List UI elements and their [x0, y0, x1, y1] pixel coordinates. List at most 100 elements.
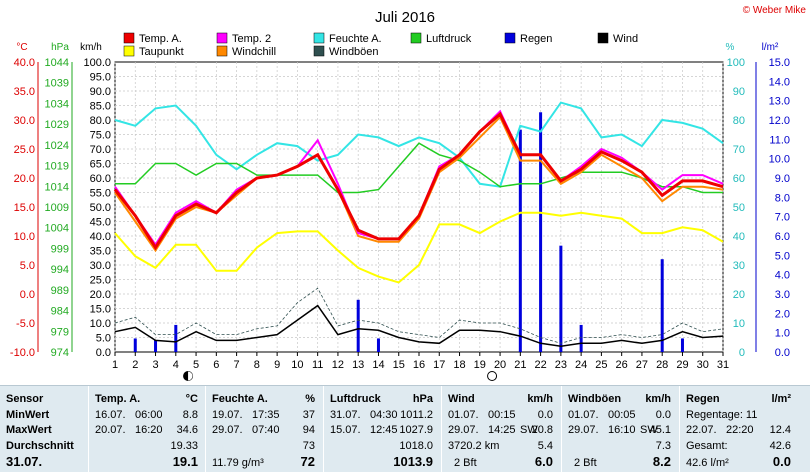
wind-max-value: 20.8 [531, 424, 553, 436]
tick-label: 8.0 [775, 192, 790, 204]
x-tick-label: 29 [676, 359, 688, 371]
tick-label: 979 [51, 326, 69, 338]
humidity-min-time: 17:35 [252, 409, 280, 421]
pressure-min-value: 1011.2 [400, 409, 433, 421]
gusts-min-date: 01.07. [568, 409, 599, 421]
stats-wind-column: Wind km/h 01.07. 00:15 0.0 29.07. 14:25 … [441, 386, 559, 472]
tick-label: 1044 [45, 57, 69, 69]
tick-label: 6.0 [775, 231, 790, 243]
x-tick-label: 27 [636, 359, 648, 371]
tick-label: 0.0 [20, 289, 35, 301]
gusts-max-direction: SW [640, 424, 658, 436]
rain-max-time: 22:20 [726, 424, 754, 436]
wind-min-date: 01.07. [448, 409, 479, 421]
gusts-max-value: 45.1 [649, 424, 671, 436]
tick-label: 13.0 [769, 96, 790, 108]
tick-label: 25.0 [90, 275, 111, 287]
tick-label: 80.0 [90, 115, 111, 127]
x-tick-label: 14 [372, 359, 384, 371]
tick-label: 40.0 [14, 57, 35, 69]
tick-label: 5.0 [96, 333, 111, 345]
weather-chart: Juli 2016 © Weber Mike Temp. A. Temp. 2 Fe… [9, 5, 807, 381]
humidity-avg-value: 73 [302, 440, 315, 452]
stats-pressure-column: Luftdruck hPa 31.07. 04:30 1011.2 15.07.… [323, 386, 439, 472]
series-line [115, 142, 723, 194]
date-label: 31.07. [6, 454, 43, 469]
x-tick-label: 30 [697, 359, 709, 371]
pressure-title: Luftdruck [330, 393, 381, 405]
tick-label: 984 [51, 306, 69, 318]
axes: 40.0 35.0 30.0 25.0 20.0 15.0 10.0 5.0 0.0 -5.0 -1… [10, 57, 790, 359]
legend-label: Taupunkt [139, 46, 184, 58]
tick-label: 5.0 [20, 260, 35, 272]
tick-label: 1014 [45, 181, 69, 193]
humidity-current-value: 72 [300, 454, 315, 469]
rain-bars [133, 112, 684, 353]
gusts-max-date: 29.07. [568, 424, 599, 436]
temp-current-value: 19.1 [172, 454, 198, 469]
x-tick-label: 25 [595, 359, 607, 371]
pressure-unit-label: hPa [51, 42, 69, 53]
statistics-panel: Sensor MinWert MaxWert Durchschnitt 31.0… [0, 385, 810, 472]
tick-label: 10.0 [14, 231, 35, 243]
chart-title: Juli 2016 [375, 9, 435, 26]
x-tick-label: 3 [152, 359, 158, 371]
tick-label: 100 [727, 57, 745, 69]
tick-label: 999 [51, 243, 69, 255]
rain-unit-label: l/m² [762, 42, 779, 53]
tick-label: 50.0 [90, 202, 111, 214]
series-lines [113, 101, 724, 347]
legend-swatch [216, 32, 228, 44]
tick-label: 989 [51, 285, 69, 297]
wind-distance: 3720.2 km [448, 440, 500, 452]
x-tick-label: 6 [213, 359, 219, 371]
tick-label: 30.0 [14, 115, 35, 127]
x-tick-label: 22 [534, 359, 546, 371]
rain-bar [133, 338, 137, 352]
tick-label: 70 [733, 144, 745, 156]
rain-total-label: Gesamt: [686, 440, 728, 452]
x-tick-label: 4 [173, 359, 179, 371]
tick-label: 7.0 [775, 212, 790, 224]
tick-label: 40.0 [90, 231, 111, 243]
x-tick-label: 31 [717, 359, 729, 371]
x-tick-label: 12 [332, 359, 344, 371]
tick-label: 45.0 [90, 217, 111, 229]
x-tick-label: 7 [234, 359, 240, 371]
temp-max-date: 20.07. [95, 424, 126, 436]
tick-label: 90 [733, 86, 745, 98]
rain-current-value: 0.0 [772, 454, 791, 469]
tick-label: 20.0 [14, 173, 35, 185]
tick-label: 75.0 [90, 130, 111, 142]
rain-bar [559, 245, 563, 352]
legend-label: Temp. 2 [232, 33, 271, 45]
humidity-unit: % [305, 393, 315, 405]
tick-label: 10 [733, 318, 745, 330]
wind-beaufort: 2 Bft [454, 457, 477, 469]
legend-label: Feuchte A. [329, 33, 382, 45]
stats-rain-column: Regen l/m² Regentage: 11 22.07. 22:20 12… [679, 386, 797, 472]
tick-label: -10.0 [10, 347, 35, 359]
legend-swatch [123, 32, 135, 44]
gusts-beaufort: 2 Bft [574, 457, 597, 469]
sensor-label: Sensor [6, 393, 44, 405]
temp-min-value: 8.8 [182, 409, 198, 421]
tick-label: 5.0 [775, 250, 790, 262]
humidity-min-value: 37 [302, 409, 315, 421]
rain-bar [539, 112, 543, 353]
temp-title: Temp. A. [95, 393, 141, 405]
x-tick-label: 21 [514, 359, 526, 371]
gusts-avg-value: 7.3 [655, 440, 671, 452]
tick-label: 35.0 [14, 86, 35, 98]
gusts-current-value: 8.2 [652, 454, 671, 469]
legend-label: Luftdruck [426, 33, 472, 45]
pressure-min-time: 04:30 [370, 409, 398, 421]
tick-label: 1034 [45, 98, 69, 110]
tick-label: 4.0 [775, 270, 790, 282]
rain-total-value: 42.6 [769, 440, 791, 452]
tick-label: 1029 [45, 119, 69, 131]
wind-max-date: 29.07. [448, 424, 479, 436]
x-tick-label: 11 [312, 359, 323, 371]
x-tick-label: 17 [433, 359, 445, 371]
axis-unit-labels: °C hPa km/h % l/m² [16, 42, 779, 53]
